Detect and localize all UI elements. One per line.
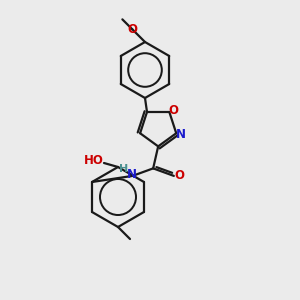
Text: N: N [127, 168, 136, 182]
Text: N: N [176, 128, 186, 141]
Text: H: H [119, 164, 128, 174]
Text: O: O [127, 23, 137, 36]
Text: O: O [175, 169, 185, 182]
Text: O: O [168, 103, 178, 116]
Text: HO: HO [84, 154, 104, 167]
